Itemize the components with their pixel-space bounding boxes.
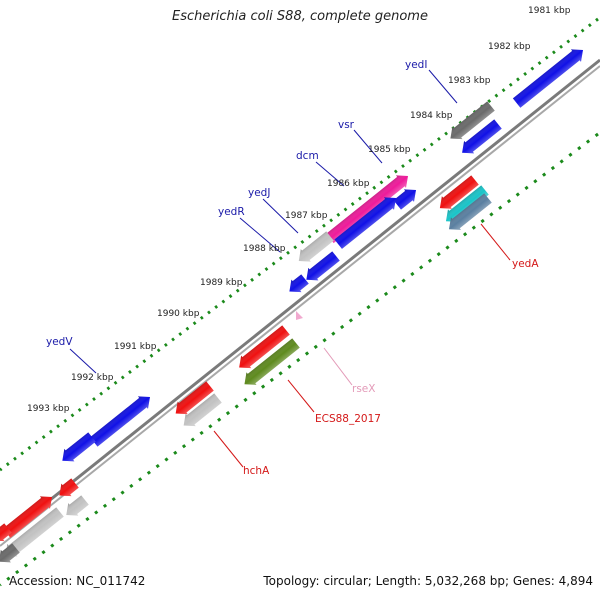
gene-feature-darkgray <box>450 101 495 140</box>
leader-line <box>353 129 383 164</box>
kbp-tick-label: 1984 kbp <box>410 111 453 121</box>
gene-feature-blue <box>393 189 416 210</box>
leader-line <box>213 430 244 468</box>
kbp-tick-label: 1989 kbp <box>200 278 243 288</box>
gene-feature-cyan <box>445 185 489 222</box>
gene-label: yedV <box>46 336 73 348</box>
gene-feature-red <box>2 496 52 538</box>
leader-line <box>428 69 458 104</box>
gene-label: yedI <box>405 59 427 71</box>
kbp-tick-label: 1985 kbp <box>368 145 411 155</box>
gene-feature-blue <box>62 432 96 462</box>
outer-tick-track <box>0 17 599 472</box>
kbp-tick-label: 1982 kbp <box>488 42 531 52</box>
gene-feature-gray <box>183 393 222 427</box>
gene-feature-steel <box>448 193 492 230</box>
gene-feature-blue <box>512 49 583 108</box>
backbone-line-outer <box>0 58 600 542</box>
accession-label: Accession: NC_011742 <box>9 574 146 588</box>
gene-feature-red <box>175 381 214 415</box>
leader-line <box>315 161 345 187</box>
gene-feature-red <box>239 325 290 369</box>
gene-feature-blue <box>462 119 502 154</box>
gene-label: hchA <box>243 465 270 477</box>
gene-feature-blue <box>90 396 150 447</box>
kbp-tick-label: 1981 kbp <box>528 6 571 16</box>
gene-feature-blue <box>289 274 309 293</box>
gene-label: dcm <box>296 150 319 162</box>
leader-line <box>287 379 315 413</box>
gene-label: yedJ <box>248 187 270 199</box>
gene-label: vsr <box>338 119 355 131</box>
gene-feature-red <box>59 478 79 497</box>
leader-line <box>69 348 97 374</box>
gene-feature-blue <box>306 251 340 281</box>
kbp-tick-label: 1992 kbp <box>71 373 114 383</box>
backbone-line-inner <box>0 65 600 547</box>
gene-feature-olive <box>244 338 300 385</box>
gene-feature-gray <box>298 231 334 262</box>
leader-line <box>480 223 511 261</box>
genome-summary: Topology: circular; Length: 5,032,268 bp… <box>263 574 593 588</box>
leader-line <box>239 217 281 253</box>
gene-label: rseX <box>352 383 375 395</box>
label-leader-lines <box>69 69 511 468</box>
map-title: Escherichia coli S88, complete genome <box>172 9 428 24</box>
kbp-tick-label: 1987 kbp <box>285 211 328 221</box>
inner-tick-track <box>0 132 599 587</box>
gene-feature-darkgray <box>0 543 20 563</box>
gene-feature-blue <box>334 197 396 249</box>
gene-label: ECS88_2017 <box>315 413 381 425</box>
kbp-tick-label: 1983 kbp <box>448 76 491 86</box>
kbp-tick-label: 1993 kbp <box>27 404 70 414</box>
gene-feature-red <box>439 175 479 209</box>
kbp-tick-label: 1986 kbp <box>327 179 370 189</box>
kbp-tick-label: 1990 kbp <box>157 309 200 319</box>
leader-line <box>262 198 299 234</box>
gene-label: yedA <box>512 258 539 270</box>
leader-line <box>323 347 353 386</box>
gene-features <box>0 49 583 563</box>
gene-feature-red <box>0 523 12 542</box>
dotted-tracks <box>0 17 599 587</box>
gene-feature-pink <box>326 175 408 244</box>
kbp-tick-label: 1991 kbp <box>114 342 157 352</box>
gene-feature-rseX <box>296 311 303 320</box>
gene-feature-gray <box>5 507 64 557</box>
gene-feature-gray <box>66 495 89 516</box>
gene-label: yedR <box>218 206 245 218</box>
genome-backbone <box>0 58 600 547</box>
kbp-tick-label: 1988 kbp <box>243 244 286 254</box>
kbp-tick-labels: 1981 kbp 1982 kbp 1983 kbp 1984 kbp 1985 kbp… <box>27 6 571 414</box>
